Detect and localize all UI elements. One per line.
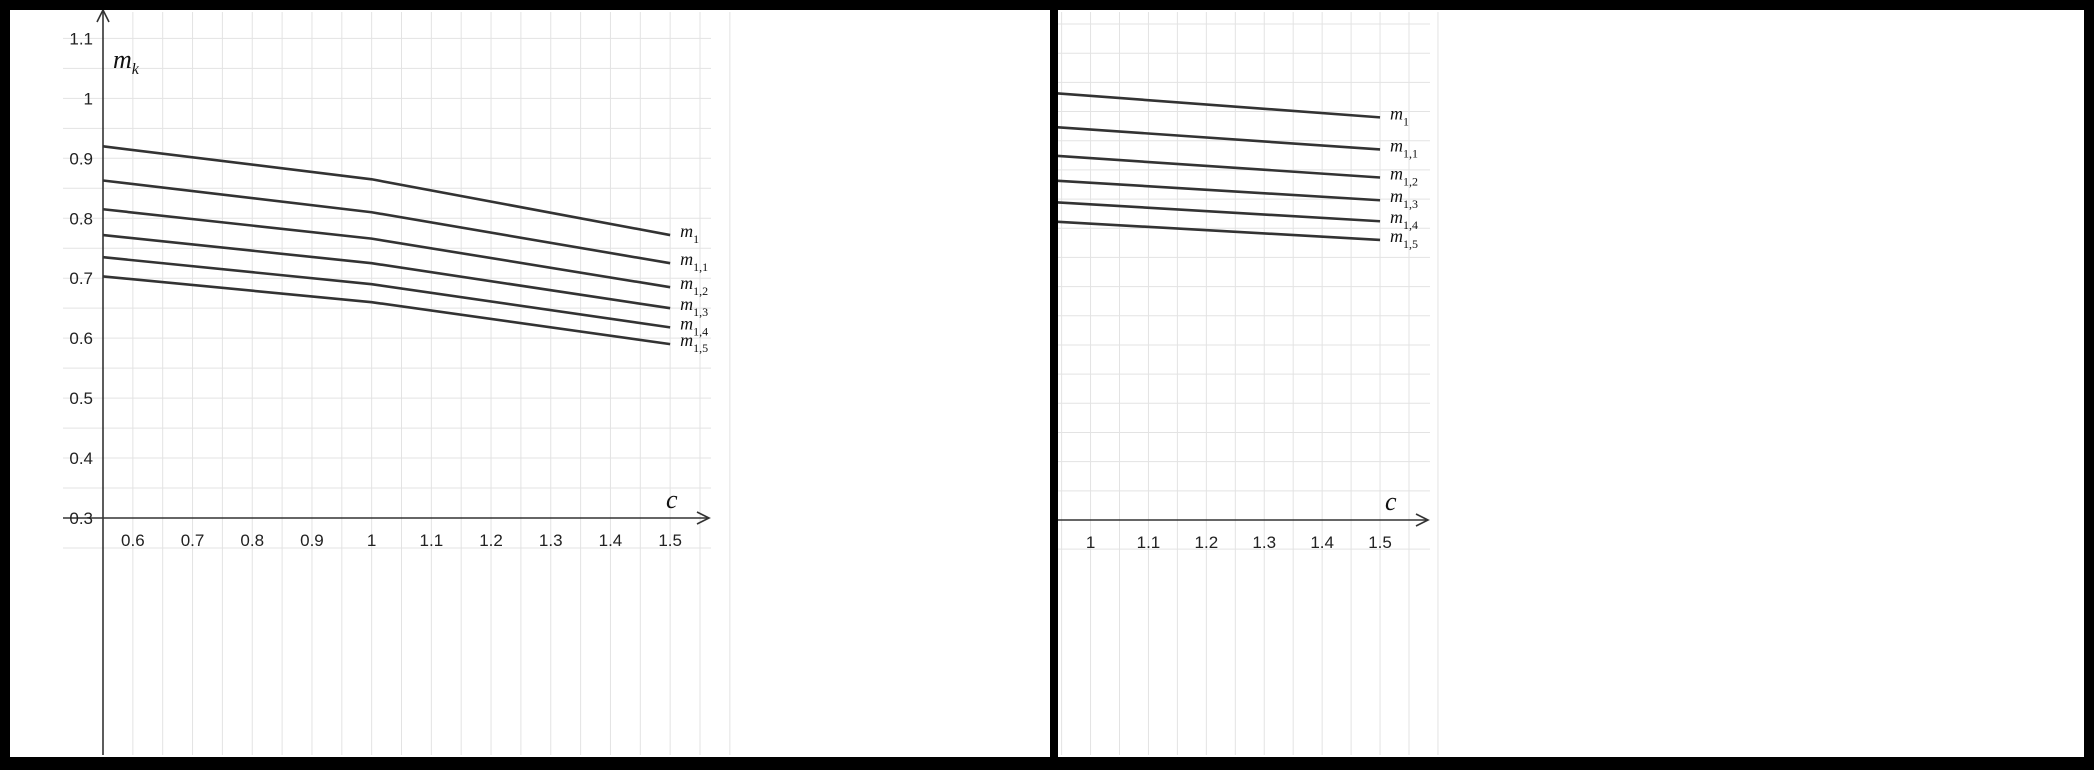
x-tick-label: 1 <box>1086 533 1095 552</box>
series-label: m1,4 <box>1390 207 1418 232</box>
series-label: m1,4 <box>680 313 708 338</box>
series-line <box>1058 201 1381 223</box>
y-tick-label: 0.7 <box>69 269 93 288</box>
series-line <box>102 145 671 237</box>
plot-group: 0.60.70.80.911.11.21.31.41.50.20.30.40.5… <box>1058 12 1439 755</box>
x-tick-label: 1.5 <box>1368 533 1392 552</box>
y-tick-label: 0.6 <box>69 329 93 348</box>
x-tick-label: 1.2 <box>479 531 503 550</box>
series-label: m1,3 <box>680 294 708 319</box>
y-axis-arrow <box>96 10 110 23</box>
series-label: m1,3 <box>1390 186 1418 211</box>
series-label: m1 <box>680 221 699 246</box>
series-line <box>1058 92 1381 119</box>
x-tick-label: 1 <box>367 531 376 550</box>
x-tick-label: 1.3 <box>539 531 563 550</box>
x-tick-label: 1.2 <box>1195 533 1219 552</box>
series-line <box>102 255 671 329</box>
chart-right: 0.60.70.80.911.11.21.31.41.50.20.30.40.5… <box>1058 12 1439 755</box>
x-tick-label: 1.3 <box>1252 533 1276 552</box>
series-line <box>102 233 671 310</box>
grid <box>1058 12 1439 755</box>
y-axis-label: mk <box>113 45 140 78</box>
x-tick-label: 1.5 <box>658 531 682 550</box>
series-label: m1,1 <box>680 249 708 274</box>
series-line <box>102 207 671 289</box>
x-tick-label: 0.6 <box>121 531 145 550</box>
series-line <box>1058 220 1381 242</box>
x-tick-label: 0.8 <box>240 531 264 550</box>
x-tick-label: 0.7 <box>181 531 205 550</box>
series-line <box>1058 154 1381 179</box>
series-line <box>1058 179 1381 202</box>
series-label: m1,2 <box>680 273 708 298</box>
y-tick-label: 0.5 <box>69 389 93 408</box>
series-label: m1,5 <box>680 330 708 355</box>
x-axis-label: c <box>666 485 678 514</box>
series-label: m1,1 <box>1390 135 1418 160</box>
chart-panel-right: 0.60.70.80.911.11.21.31.41.50.20.30.40.5… <box>1058 10 2084 757</box>
chart-left: 0.6 0.7 0.8 0.9 1 1.1 1.2 1.3 1.4 1.5 0.3 0.4 0.5 0.6… <box>63 10 731 755</box>
x-axis-arrow <box>1415 513 1430 527</box>
plot-group: 0.6 0.7 0.8 0.9 1 1.1 1.2 1.3 1.4 1.5 0.3 0.4 0.5 0.6… <box>63 10 731 755</box>
grid <box>63 12 731 755</box>
series-line <box>102 179 671 265</box>
y-tick-label: 0.4 <box>69 449 93 468</box>
x-axis-arrow <box>696 511 711 525</box>
chart-panel-left: 0.6 0.7 0.8 0.9 1 1.1 1.2 1.3 1.4 1.5 0.3 0.4 0.5 0.6… <box>10 10 1050 757</box>
series-line <box>102 275 671 346</box>
x-tick-label: 1.4 <box>1310 533 1334 552</box>
y-tick-label: 1 <box>84 89 93 108</box>
series-label: m1,2 <box>1390 163 1418 188</box>
series-label: m1,5 <box>1390 226 1418 251</box>
x-tick-label: 1.4 <box>599 531 623 550</box>
x-tick-label: 1.1 <box>420 531 444 550</box>
series-label: m1 <box>1390 103 1409 128</box>
y-tick-label: 0.3 <box>69 509 93 528</box>
series-line <box>1058 125 1381 151</box>
x-axis-label: c <box>1385 487 1397 516</box>
y-tick-label: 0.8 <box>69 209 93 228</box>
x-tick-label: 1.1 <box>1137 533 1161 552</box>
y-tick-label: 1.1 <box>69 29 93 48</box>
y-tick-label: 0.9 <box>69 149 93 168</box>
x-tick-label: 0.9 <box>300 531 324 550</box>
